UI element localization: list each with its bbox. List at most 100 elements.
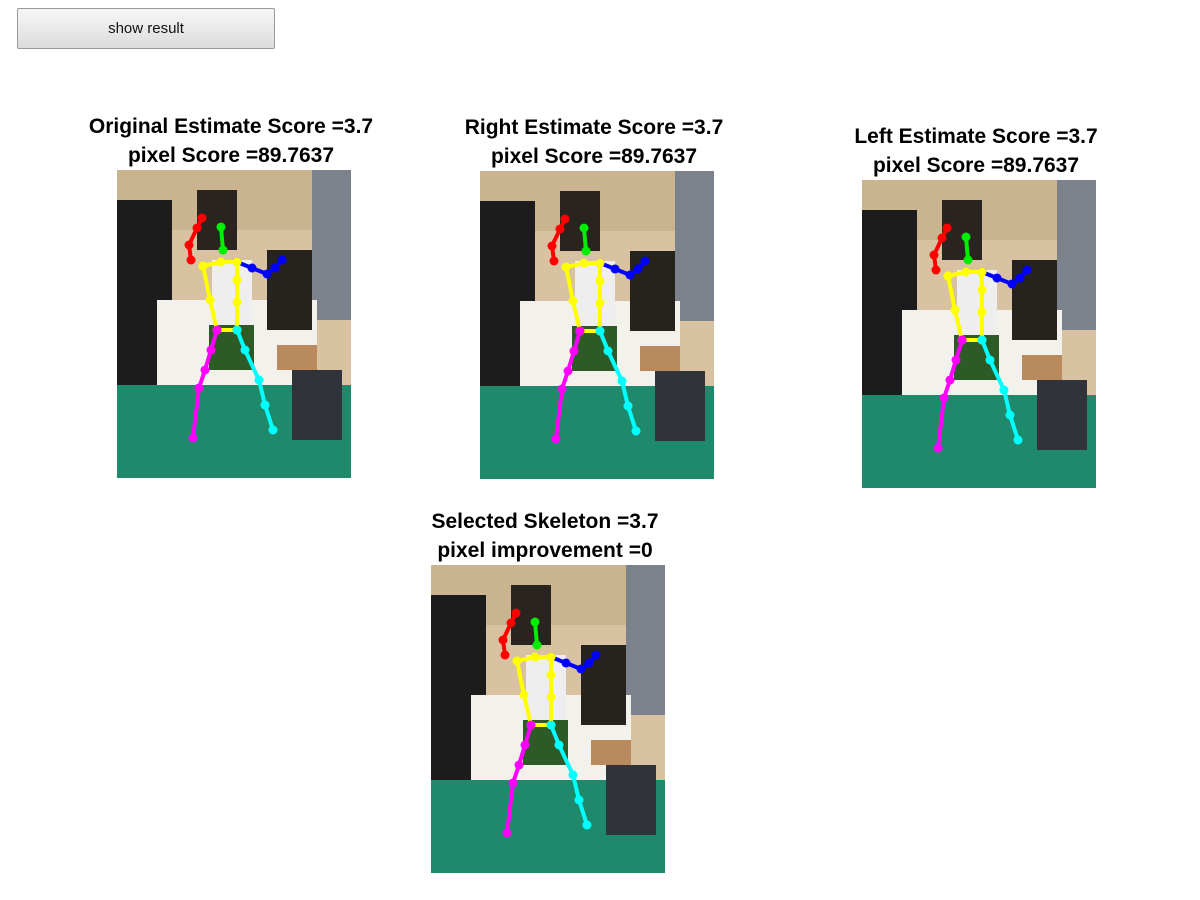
joint-marker	[547, 241, 557, 251]
skeleton-right-arm	[547, 214, 570, 266]
joint-marker	[192, 223, 202, 233]
joint-marker	[502, 828, 512, 838]
skeleton-right-leg	[502, 720, 536, 838]
pose-image	[480, 171, 714, 479]
selected-skeleton-label: Selected Skeleton =3.7	[431, 510, 659, 533]
joint-marker	[582, 820, 592, 830]
joint-marker	[977, 285, 987, 295]
cardboard-box	[277, 345, 317, 370]
joint-marker	[254, 375, 264, 385]
bone-line	[550, 217, 567, 263]
joint-marker	[591, 650, 601, 660]
joint-marker	[268, 425, 278, 435]
pose-image	[862, 180, 1096, 488]
skeleton-left-arm	[232, 255, 287, 279]
joint-marker	[551, 434, 561, 444]
skeleton-left-leg	[977, 335, 1023, 445]
joint-marker	[247, 263, 257, 273]
joint-marker	[530, 617, 540, 627]
skeleton-left-arm	[977, 265, 1032, 289]
player-shirt	[575, 261, 615, 326]
spectator-right	[630, 251, 675, 331]
joint-marker	[961, 267, 971, 277]
joint-marker	[574, 795, 584, 805]
joint-marker	[560, 214, 570, 224]
joint-marker	[262, 269, 272, 279]
joint-marker	[500, 650, 510, 660]
panel-left-estimate: Left Estimate Score =3.7 pixel Score =89…	[854, 122, 1098, 488]
jacket-shape	[626, 565, 665, 715]
spectator-right	[1012, 260, 1057, 340]
skeleton-right-arm	[498, 608, 521, 660]
show-result-button[interactable]: show result	[17, 8, 275, 49]
chair-shape	[1037, 380, 1087, 450]
pixel-score-label: pixel Score =89.7637	[127, 144, 335, 167]
skeleton-right-leg	[551, 326, 585, 444]
joint-marker	[1022, 265, 1032, 275]
pixel-score-label: pixel Score =89.7637	[490, 145, 698, 168]
skeleton-head	[579, 223, 591, 256]
joint-marker	[212, 325, 222, 335]
joint-marker	[519, 690, 529, 700]
joint-marker	[939, 393, 949, 403]
joint-marker	[546, 670, 556, 680]
joint-marker	[563, 366, 573, 376]
joint-marker	[270, 263, 280, 273]
joint-marker	[260, 400, 270, 410]
skeleton-right-leg	[933, 335, 967, 453]
joint-marker	[617, 376, 627, 386]
joint-marker	[232, 257, 242, 267]
joint-marker	[568, 770, 578, 780]
joint-marker	[950, 305, 960, 315]
joint-marker	[1013, 435, 1023, 445]
joint-marker	[640, 256, 650, 266]
joint-marker	[555, 224, 565, 234]
joint-marker	[206, 345, 216, 355]
joint-marker	[186, 255, 196, 265]
spectator-right	[267, 250, 312, 330]
estimate-score-label: Original Estimate Score =3.7	[88, 115, 374, 138]
joint-marker	[568, 296, 578, 306]
joint-marker	[218, 245, 228, 255]
joint-marker	[579, 223, 589, 233]
joint-marker	[951, 355, 961, 365]
joint-marker	[623, 401, 633, 411]
pose-image	[431, 565, 665, 873]
skeleton-right-leg	[188, 325, 222, 443]
skeleton-torso	[512, 652, 556, 730]
joint-marker	[610, 264, 620, 274]
joint-marker	[184, 240, 194, 250]
joint-marker	[532, 640, 542, 650]
estimate-score-label: Right Estimate Score =3.7	[464, 116, 724, 139]
joint-marker	[546, 652, 556, 662]
skeleton-head	[216, 222, 228, 255]
joint-marker	[985, 355, 995, 365]
skeleton-right-arm	[184, 213, 207, 265]
joint-marker	[576, 664, 586, 674]
joint-marker	[569, 346, 579, 356]
joint-marker	[240, 345, 250, 355]
skeleton-torso	[943, 267, 987, 345]
chair-shape	[606, 765, 656, 835]
cardboard-box	[591, 740, 631, 765]
estimate-score-label: Left Estimate Score =3.7	[854, 125, 1098, 148]
joint-marker	[520, 740, 530, 750]
joint-marker	[546, 720, 556, 730]
joint-marker	[526, 720, 536, 730]
joint-marker	[603, 346, 613, 356]
joint-marker	[188, 433, 198, 443]
panel-title: Right Estimate Score =3.7 pixel Score =8…	[414, 113, 774, 171]
joint-marker	[1005, 410, 1015, 420]
pixel-improvement-label: pixel improvement =0	[437, 539, 653, 562]
joint-marker	[929, 250, 939, 260]
joint-marker	[992, 273, 1002, 283]
joint-marker	[961, 232, 971, 242]
joint-marker	[557, 384, 567, 394]
joint-marker	[554, 740, 564, 750]
joint-marker	[957, 335, 967, 345]
skeleton-left-leg	[546, 720, 592, 830]
joint-marker	[595, 298, 605, 308]
bone-line	[932, 226, 949, 272]
skeleton-head	[530, 617, 542, 650]
joint-marker	[194, 383, 204, 393]
